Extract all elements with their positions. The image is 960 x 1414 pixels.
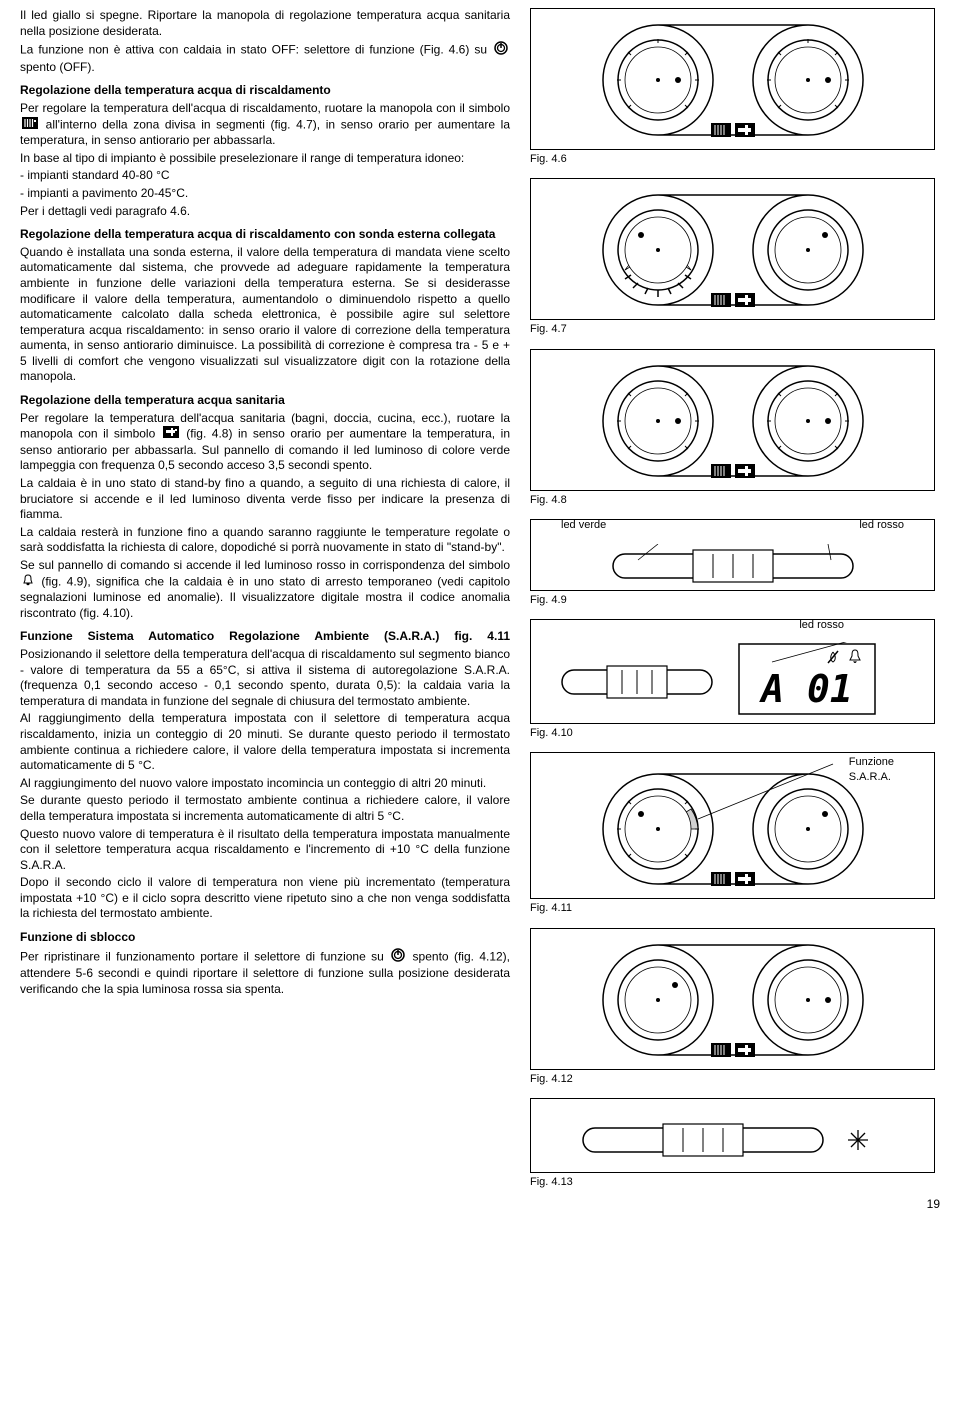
figure-caption: Fig. 4.10: [530, 726, 935, 740]
tap-icon: [163, 426, 179, 443]
text-span: La funzione non è attiva con caldaia in …: [20, 43, 492, 57]
section-heading: Funzione di sblocco: [20, 930, 510, 946]
bell-icon: [22, 574, 34, 591]
paragraph: Posizionando il selettore della temperat…: [20, 647, 510, 709]
dial-panel-icon: [583, 185, 883, 315]
paragraph: Per regolare la temperatura dell'acqua d…: [20, 101, 510, 149]
figure-4-6: Fig. 4.6: [530, 8, 935, 170]
paragraph: Se durante questo periodo il termostato …: [20, 793, 510, 824]
list-item: - impianti a pavimento 20-45°C.: [20, 186, 510, 202]
figure-caption: Fig. 4.11: [530, 901, 935, 915]
section-heading: Regolazione della temperatura acqua di r…: [20, 83, 510, 99]
figure-caption: Fig. 4.8: [530, 493, 935, 507]
figure-4-10: led rosso A 01: [530, 619, 935, 744]
figure-caption: Fig. 4.9: [530, 593, 935, 607]
paragraph: Il led giallo si spegne. Riportare la ma…: [20, 8, 510, 39]
paragraph: Al raggiungimento del nuovo valore impos…: [20, 776, 510, 792]
paragraph: Per ripristinare il funzionamento portar…: [20, 948, 510, 998]
figure-column: Fig. 4.6: [530, 8, 935, 1193]
page-number: 19: [20, 1197, 940, 1213]
display-icon: [573, 1113, 893, 1168]
paragraph: Per regolare la temperatura dell'acqua s…: [20, 411, 510, 474]
paragraph: La caldaia resterà in funzione fino a qu…: [20, 525, 510, 556]
error-code-text: A 01: [758, 667, 853, 711]
section-heading: Funzione Sistema Automatico Regolazione …: [20, 629, 510, 645]
section-heading: Regolazione della temperatura acqua di r…: [20, 227, 510, 243]
paragraph: Al raggiungimento della temperatura impo…: [20, 711, 510, 773]
dial-panel-icon: [583, 15, 883, 145]
paragraph: Se sul pannello di comando si accende il…: [20, 558, 510, 621]
text-span: all'interno della zona divisa in segment…: [20, 117, 510, 147]
text-column: Il led giallo si spegne. Riportare la ma…: [20, 8, 510, 1193]
paragraph: Questo nuovo valore di temperatura è il …: [20, 827, 510, 874]
radiator-icon: [22, 117, 38, 134]
text-span: (fig. 4.9), significa che la caldaia è i…: [20, 574, 510, 620]
paragraph: Quando è installata una sonda esterna, i…: [20, 245, 510, 385]
error-display-icon: A 01: [737, 642, 877, 717]
list-item: - impianti standard 40-80 °C: [20, 168, 510, 184]
figure-4-9: led verde led rosso Fig. 4.9: [530, 519, 935, 611]
figure-4-13: Fig. 4.13: [530, 1098, 935, 1193]
figure-caption: Fig. 4.7: [530, 322, 935, 336]
dial-panel-icon: [583, 759, 883, 894]
text-span: spento (OFF).: [20, 60, 95, 74]
paragraph: In base al tipo di impianto è possibile …: [20, 151, 510, 167]
figure-4-8: Fig. 4.8: [530, 349, 935, 511]
text-span: Se sul pannello di comando si accende il…: [20, 558, 510, 572]
power-icon: [494, 41, 508, 60]
figure-4-11: Funzione S.A.R.A.: [530, 752, 935, 919]
figure-caption: Fig. 4.6: [530, 152, 935, 166]
power-icon: [391, 948, 405, 967]
display-icon: [603, 544, 863, 584]
paragraph: La funzione non è attiva con caldaia in …: [20, 41, 510, 75]
text-span: Per regolare la temperatura dell'acqua d…: [20, 101, 510, 115]
figure-caption: Fig. 4.13: [530, 1175, 935, 1189]
section-heading: Regolazione della temperatura acqua sani…: [20, 393, 510, 409]
display-icon: [557, 660, 717, 700]
figure-caption: Fig. 4.12: [530, 1072, 935, 1086]
page-layout: Il led giallo si spegne. Riportare la ma…: [20, 8, 940, 1193]
dial-panel-icon: [583, 935, 883, 1065]
paragraph: Per i dettagli vedi paragrafo 4.6.: [20, 204, 510, 220]
figure-4-7: Fig. 4.7: [530, 178, 935, 340]
paragraph: Dopo il secondo ciclo il valore di tempe…: [20, 875, 510, 922]
figure-4-12: Fig. 4.12: [530, 928, 935, 1090]
dial-panel-icon: [583, 356, 883, 486]
paragraph: La caldaia è in uno stato di stand-by fi…: [20, 476, 510, 523]
text-span: Per ripristinare il funzionamento portar…: [20, 949, 389, 963]
